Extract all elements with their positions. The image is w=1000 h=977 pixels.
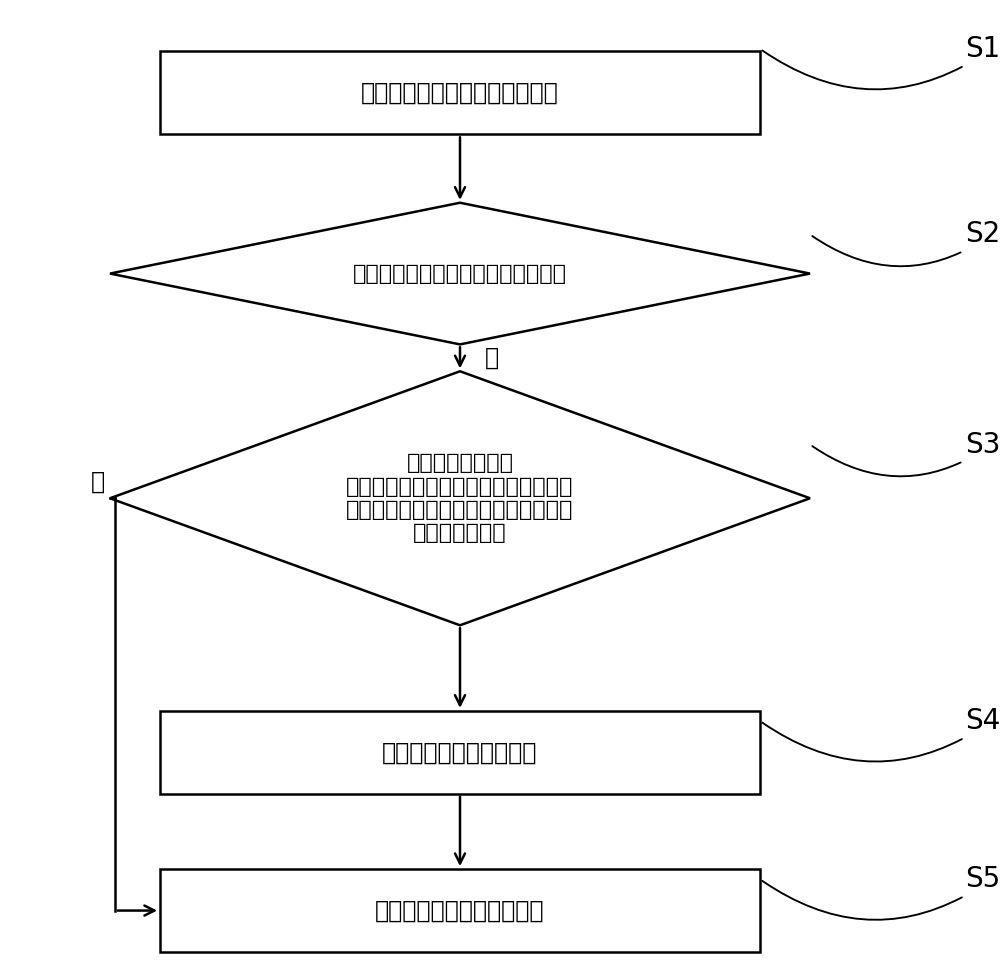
Text: 获取热泵热水器所在的环境温度: 获取热泵热水器所在的环境温度 <box>361 81 559 105</box>
Text: S10: S10 <box>762 35 1000 89</box>
Bar <box>160 870 760 952</box>
Text: S30: S30 <box>812 431 1000 477</box>
Bar <box>160 711 760 793</box>
Text: 是: 是 <box>485 346 499 370</box>
Text: S50: S50 <box>762 866 1000 919</box>
Text: 控制所述热泵热水器开机: 控制所述热泵热水器开机 <box>382 741 538 764</box>
Bar <box>160 51 760 134</box>
Text: 否: 否 <box>91 469 105 493</box>
Text: 判断热泵热水器的
水箱上部温度是否小于第一预设阈值，
所述热泵热水器的水箱下部温度是否小
于第二预设阈值: 判断热泵热水器的 水箱上部温度是否小于第一预设阈值， 所述热泵热水器的水箱下部温… <box>346 453 574 543</box>
Text: 判断所述环境温度是否小于第一温度: 判断所述环境温度是否小于第一温度 <box>353 264 567 283</box>
Text: S20: S20 <box>812 221 1000 267</box>
Text: 保持热泵热水器的关机状态: 保持热泵热水器的关机状态 <box>375 899 545 922</box>
Polygon shape <box>110 202 810 345</box>
Polygon shape <box>110 371 810 625</box>
Text: S40: S40 <box>762 707 1000 761</box>
